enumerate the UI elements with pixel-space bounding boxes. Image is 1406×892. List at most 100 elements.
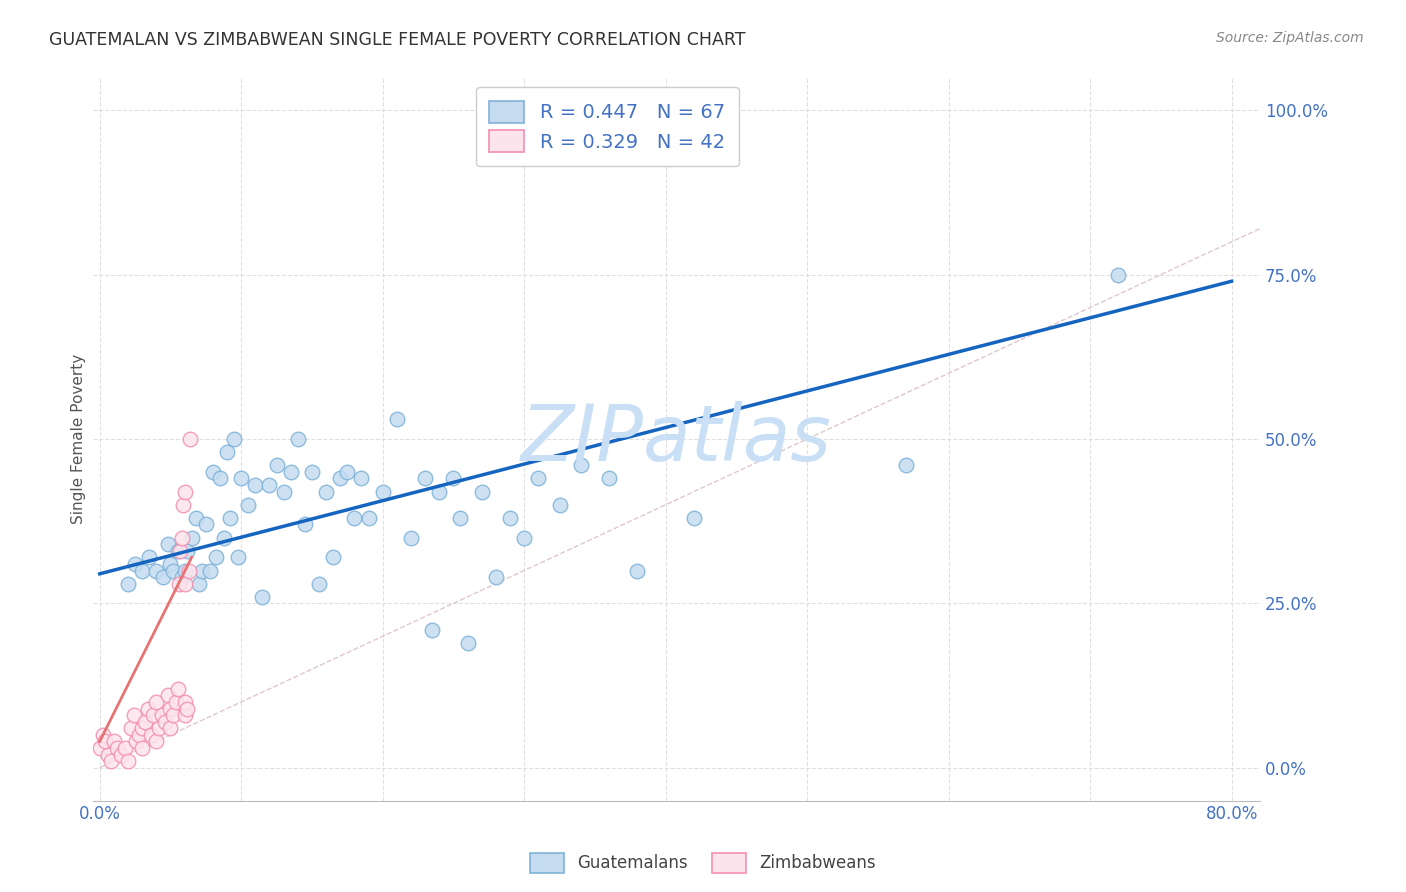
Point (215, 445, 238, 459)
Point (228, 550, 250, 565)
Point (252, 590, 274, 604)
Point (322, 550, 344, 565)
Point (499, 511, 522, 525)
Point (117, 576, 139, 591)
Point (131, 741, 153, 756)
Point (173, 484, 195, 499)
Point (128, 728, 150, 742)
Point (162, 708, 184, 723)
Point (259, 478, 281, 492)
Point (176, 701, 198, 715)
Y-axis label: Single Female Poverty: Single Female Poverty (72, 354, 86, 524)
Point (683, 511, 706, 525)
Point (212, 531, 235, 545)
Point (89, 741, 111, 756)
Point (100, 754, 122, 768)
Point (336, 465, 359, 479)
Point (125, 734, 148, 748)
Point (238, 498, 260, 512)
Legend: Guatemalans, Zimbabweans: Guatemalans, Zimbabweans (523, 847, 883, 880)
Point (156, 537, 179, 551)
Point (399, 531, 422, 545)
Point (159, 701, 181, 715)
Point (167, 576, 190, 591)
Point (176, 543, 198, 558)
Point (527, 471, 550, 485)
Point (103, 734, 125, 748)
Point (166, 681, 188, 696)
Point (177, 564, 200, 578)
Point (598, 471, 620, 485)
Point (187, 576, 209, 591)
Point (224, 432, 246, 446)
Point (280, 465, 302, 479)
Point (201, 465, 224, 479)
Point (122, 708, 145, 723)
Point (139, 728, 162, 742)
Point (148, 721, 170, 735)
Text: ZIPatlas: ZIPatlas (520, 401, 832, 477)
Point (357, 511, 380, 525)
Point (626, 564, 648, 578)
Point (91, 728, 114, 742)
Point (173, 708, 195, 723)
Point (231, 471, 253, 485)
Point (385, 412, 408, 426)
Point (294, 517, 316, 532)
Point (315, 484, 337, 499)
Point (110, 747, 132, 762)
Point (273, 484, 295, 499)
Point (343, 511, 366, 525)
Point (169, 543, 191, 558)
Text: Source: ZipAtlas.com: Source: ZipAtlas.com (1216, 31, 1364, 45)
Legend: R = 0.447   N = 67, R = 0.329   N = 42: R = 0.447 N = 67, R = 0.329 N = 42 (475, 87, 738, 166)
Point (170, 570, 193, 584)
Point (152, 570, 174, 584)
Point (173, 576, 195, 591)
Point (190, 564, 212, 578)
Point (156, 689, 179, 703)
Point (198, 564, 221, 578)
Point (266, 458, 288, 473)
Point (450, 511, 472, 525)
Point (97, 747, 120, 762)
Point (301, 465, 323, 479)
Point (894, 458, 917, 473)
Point (145, 734, 167, 748)
Point (150, 708, 173, 723)
Point (548, 498, 571, 512)
Point (153, 714, 176, 729)
Point (131, 564, 153, 578)
Text: GUATEMALAN VS ZIMBABWEAN SINGLE FEMALE POVERTY CORRELATION CHART: GUATEMALAN VS ZIMBABWEAN SINGLE FEMALE P… (49, 31, 745, 49)
Point (457, 636, 479, 650)
Point (124, 557, 146, 571)
Point (371, 484, 394, 499)
Point (471, 484, 494, 499)
Point (117, 754, 139, 768)
Point (145, 564, 167, 578)
Point (427, 484, 450, 499)
Point (173, 564, 195, 578)
Point (162, 564, 184, 578)
Point (145, 695, 167, 709)
Point (513, 531, 536, 545)
Point (105, 741, 128, 756)
Point (180, 531, 202, 545)
Point (420, 623, 443, 637)
Point (184, 511, 207, 525)
Point (136, 701, 159, 715)
Point (194, 517, 217, 532)
Point (1107, 268, 1129, 282)
Point (204, 550, 226, 565)
Point (350, 471, 373, 485)
Point (308, 576, 330, 591)
Point (287, 432, 309, 446)
Point (441, 471, 464, 485)
Point (485, 570, 508, 584)
Point (173, 695, 195, 709)
Point (134, 714, 156, 729)
Point (138, 550, 160, 565)
Point (179, 432, 201, 446)
Point (94, 734, 117, 748)
Point (208, 471, 231, 485)
